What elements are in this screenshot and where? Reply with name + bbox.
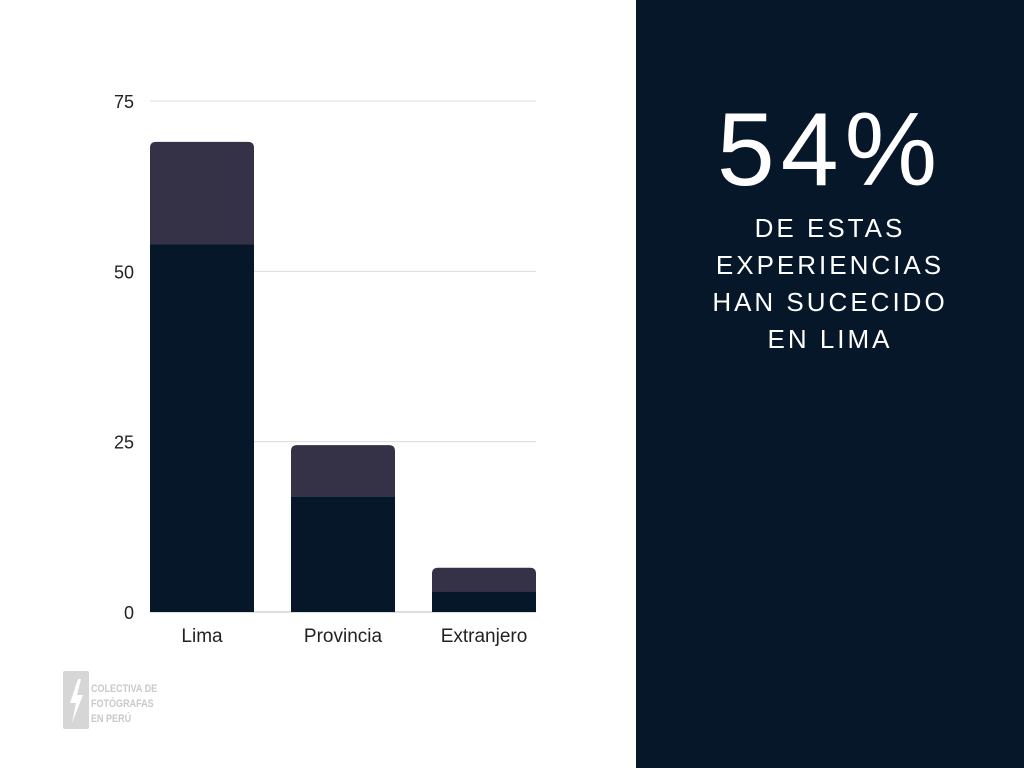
y-tick-label-0: 0 bbox=[124, 603, 134, 623]
stat-caption-line-3: HAN SUCECIDO bbox=[712, 287, 948, 317]
stacked-bar-chart: 0 25 50 75 Lima Provincia Extranjero bbox=[114, 92, 536, 647]
bar-lima-segment-2 bbox=[150, 141, 254, 245]
logo-line-1: COLECTIVA DE bbox=[91, 683, 158, 695]
stat-caption-line-1: DE ESTAS bbox=[754, 213, 906, 243]
y-tick-label-50: 50 bbox=[114, 262, 134, 282]
stat-panel: 54% DE ESTAS EXPERIENCIAS HAN SUCECIDO E… bbox=[636, 0, 1024, 768]
logo-line-3: EN PERÚ bbox=[91, 713, 132, 725]
stat-value: 54% bbox=[716, 92, 944, 208]
stat-caption: DE ESTAS EXPERIENCIAS HAN SUCECIDO EN LI… bbox=[636, 210, 1024, 358]
chart-panel: 0 25 50 75 Lima Provincia Extranjero COLECTIVA… bbox=[63, 92, 536, 731]
logo-text: COLECTIVA DE FOTÓGRAFAS EN PERÚ bbox=[91, 682, 157, 727]
bar-extranjero-segment-1 bbox=[432, 591, 536, 612]
y-tick-label-75: 75 bbox=[114, 92, 134, 112]
x-tick-label-provincia: Provincia bbox=[304, 626, 383, 647]
bar-provincia-segment-1 bbox=[291, 496, 395, 612]
logo-line-2: FOTÓGRAFAS bbox=[91, 698, 154, 710]
stat-caption-line-4: EN LIMA bbox=[767, 324, 893, 354]
lightning-bolt-icon bbox=[63, 671, 89, 729]
bar-provincia-segment-2 bbox=[291, 445, 395, 497]
x-tick-label-lima: Lima bbox=[181, 626, 223, 647]
collective-logo: COLECTIVA DE FOTÓGRAFAS EN PERÚ bbox=[63, 671, 203, 731]
y-tick-label-25: 25 bbox=[114, 433, 134, 453]
bar-lima-segment-1 bbox=[150, 244, 254, 612]
x-tick-label-extranjero: Extranjero bbox=[441, 626, 528, 647]
bar-extranjero-segment-2 bbox=[432, 567, 536, 592]
stat-caption-line-2: EXPERIENCIAS bbox=[715, 250, 945, 280]
